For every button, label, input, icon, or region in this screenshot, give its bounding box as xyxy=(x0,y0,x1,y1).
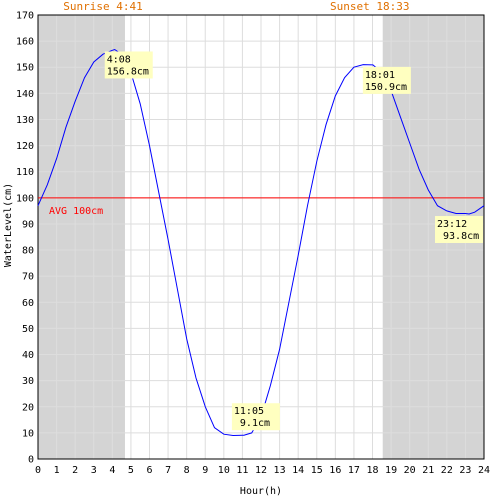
x-tick-label: 0 xyxy=(35,465,41,476)
y-tick-label: 120 xyxy=(16,141,34,152)
annotation-level-2: 150.9cm xyxy=(365,82,407,93)
night-band-0 xyxy=(38,15,125,459)
y-tick-label: 20 xyxy=(22,402,34,413)
x-tick-label: 2 xyxy=(72,465,78,476)
tick-labels: 0 1 2 3 4 5 6 7 8 9 10 11 12 13 14 15 16 17 18 19 20 21 22 23 24… xyxy=(16,11,490,477)
annotation-box-0 xyxy=(104,51,153,79)
y-tick-label: 0 xyxy=(28,455,34,466)
x-tick-label: 1 xyxy=(54,465,60,476)
y-axis-title: WaterLevel(cm) xyxy=(3,183,14,267)
y-tick-label: 90 xyxy=(22,219,34,230)
annotation-time-0: 4:08 xyxy=(107,54,131,65)
y-tick-label: 160 xyxy=(16,37,34,48)
y-tick-label: 40 xyxy=(22,350,34,361)
y-tick-label: 140 xyxy=(16,89,34,100)
annotation-level-0: 156.8cm xyxy=(107,66,149,77)
y-tick-label: 150 xyxy=(16,63,34,74)
y-tick-label: 80 xyxy=(22,246,34,257)
x-tick-label: 7 xyxy=(165,465,171,476)
x-tick-label: 13 xyxy=(274,465,286,476)
y-tick-label: 10 xyxy=(22,428,34,439)
x-tick-label: 17 xyxy=(348,465,360,476)
annotation-time-3: 23:12 xyxy=(437,219,467,230)
y-tick-label: 100 xyxy=(16,193,34,204)
annotation-box-3 xyxy=(435,216,483,244)
sunset-label: Sunset 18:33 xyxy=(330,0,409,13)
x-tick-label: 18 xyxy=(366,465,378,476)
x-tick-label: 8 xyxy=(184,465,190,476)
annotation-box-1 xyxy=(231,403,280,431)
annotation-level-1: 9.1cm xyxy=(234,418,270,429)
y-tick-label: 170 xyxy=(16,11,34,22)
x-tick-label: 22 xyxy=(441,465,453,476)
annotation-level-3: 93.8cm xyxy=(437,231,479,242)
sunrise-label: Sunrise 4:41 xyxy=(63,0,142,13)
x-tick-label: 15 xyxy=(311,465,323,476)
x-axis-title: Hour(h) xyxy=(240,486,282,497)
x-tick-label: 19 xyxy=(385,465,397,476)
x-tick-label: 23 xyxy=(459,465,471,476)
x-tick-label: 12 xyxy=(255,465,267,476)
y-tick-label: 50 xyxy=(22,324,34,335)
y-tick-label: 110 xyxy=(16,167,34,178)
x-tick-label: 3 xyxy=(91,465,97,476)
x-tick-label: 14 xyxy=(292,465,304,476)
x-tick-label: 21 xyxy=(422,465,434,476)
annotation-box-2 xyxy=(362,66,411,94)
x-tick-label: 20 xyxy=(404,465,416,476)
chart-text: Sunrise 4:41 Sunset 18:33 AVG 100cm Hour… xyxy=(3,0,409,497)
x-tick-label: 16 xyxy=(329,465,341,476)
x-tick-label: 4 xyxy=(109,465,115,476)
y-tick-label: 30 xyxy=(22,376,34,387)
y-tick-label: 60 xyxy=(22,298,34,309)
x-tick-label: 11 xyxy=(236,465,248,476)
gridlines xyxy=(37,14,485,460)
x-tick-label: 5 xyxy=(128,465,134,476)
y-tick-label: 70 xyxy=(22,272,34,283)
x-tick-label: 6 xyxy=(146,465,152,476)
annotation-time-1: 11:05 xyxy=(234,406,264,417)
average-label: AVG 100cm xyxy=(49,206,103,217)
y-tick-label: 130 xyxy=(16,115,34,126)
x-tick-label: 9 xyxy=(202,465,208,476)
x-tick-label: 24 xyxy=(478,465,490,476)
annotation-time-2: 18:01 xyxy=(365,70,395,81)
plot-frame xyxy=(37,14,485,460)
x-tick-label: 10 xyxy=(218,465,230,476)
